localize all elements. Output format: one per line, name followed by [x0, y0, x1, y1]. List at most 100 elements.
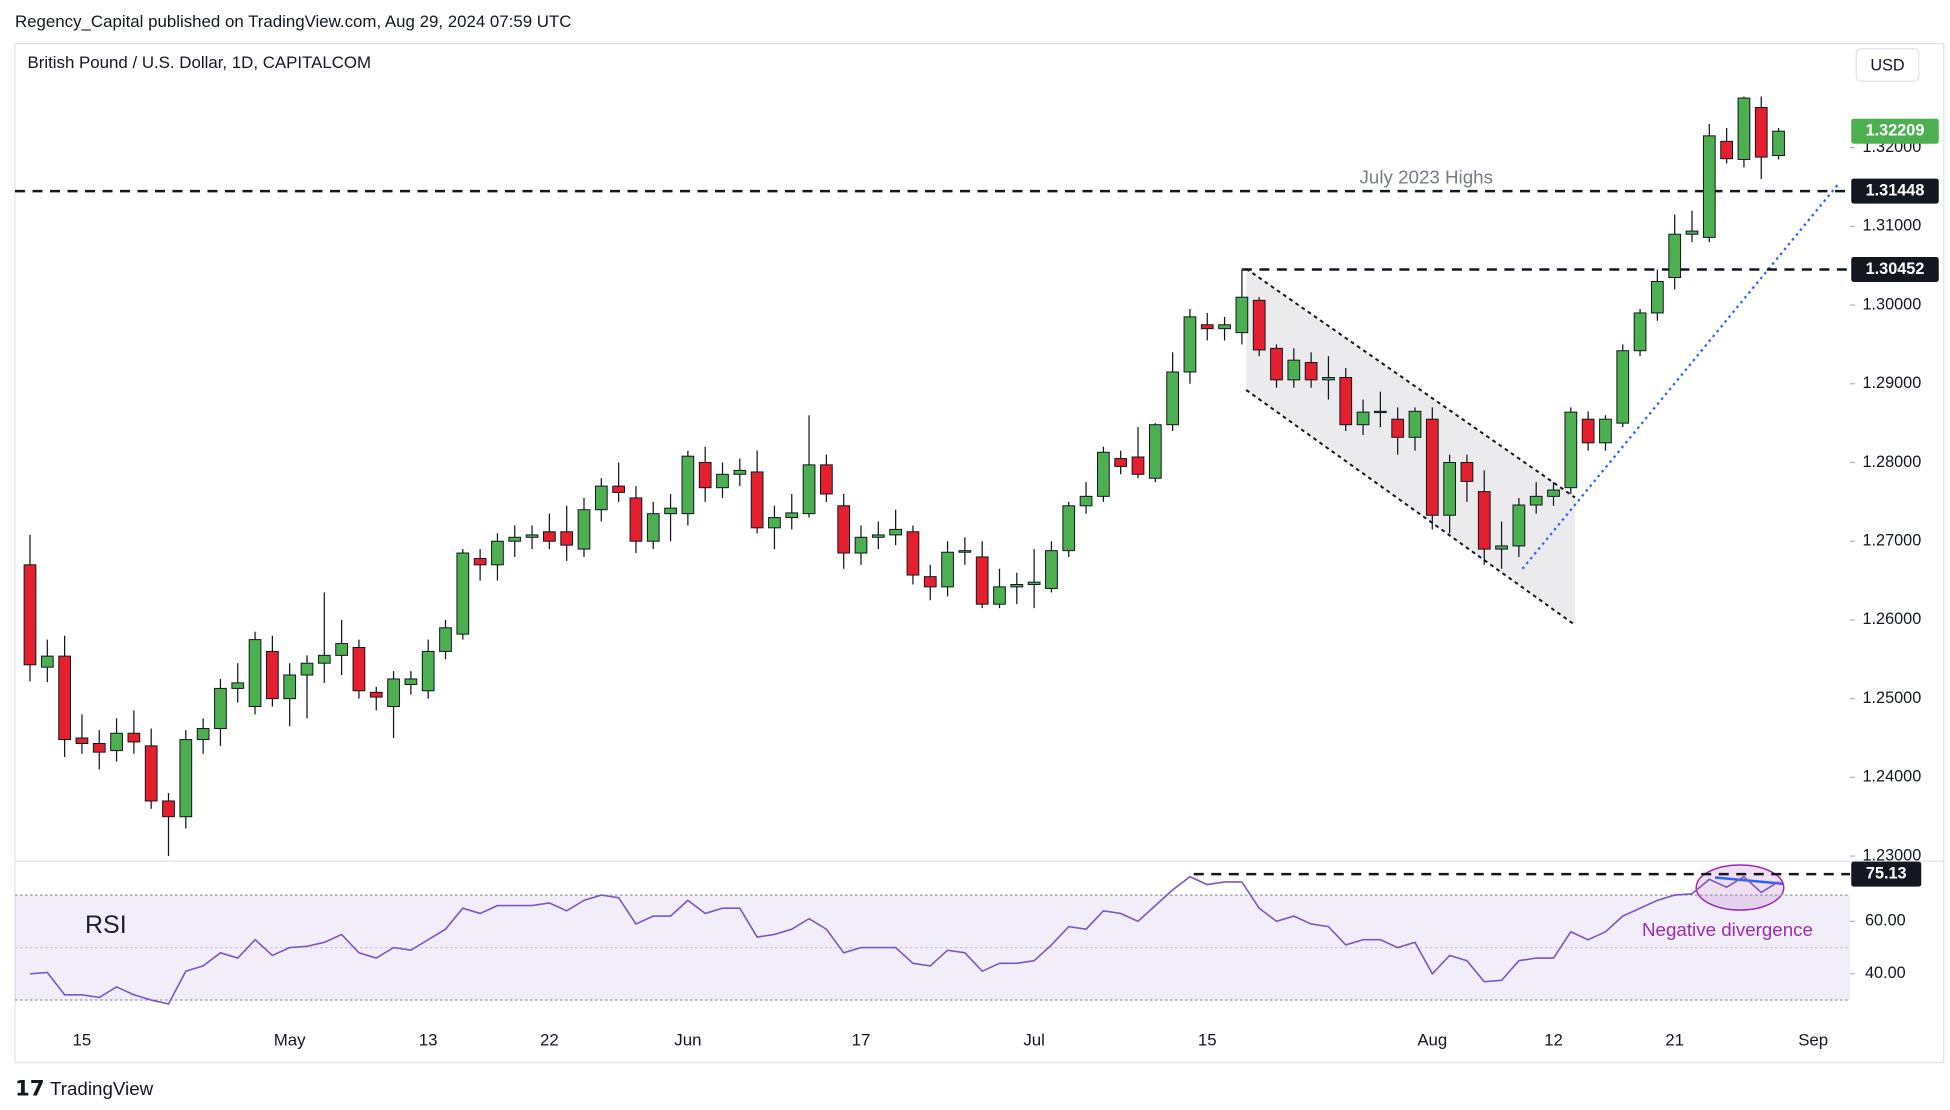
- candle-body: [317, 654, 331, 664]
- candle-body: [923, 576, 937, 588]
- candle-body: [1720, 140, 1733, 160]
- candle-body: [231, 682, 245, 689]
- candle-body: [750, 471, 764, 529]
- candle-body: [421, 650, 435, 692]
- candle-body: [889, 528, 902, 536]
- x-tick-label: Jun: [674, 1031, 701, 1050]
- candle-body: [1356, 411, 1370, 426]
- chart-frame: [14, 43, 1945, 1064]
- candle-body: [196, 728, 210, 741]
- candle-body: [508, 536, 522, 542]
- candle-body: [1529, 495, 1543, 506]
- candle-body: [820, 464, 833, 495]
- candle-body: [92, 743, 106, 753]
- candle-body: [1650, 280, 1664, 314]
- candle-body: [1547, 489, 1560, 497]
- candle-body: [629, 497, 643, 542]
- candle-body: [162, 800, 175, 818]
- candle-body: [40, 655, 54, 668]
- x-tick-label: 15: [1198, 1031, 1217, 1050]
- candle-body: [525, 534, 539, 538]
- candle-body: [802, 464, 816, 515]
- candle-body: [1079, 495, 1093, 507]
- candle-body: [594, 485, 608, 511]
- rsi-value-box: [1851, 861, 1922, 887]
- rsi-label: RSI: [85, 911, 127, 939]
- divergence-annotation: Negative divergence: [1642, 919, 1813, 940]
- candle-body: [871, 534, 885, 538]
- price-line-label: 1.31448: [1866, 181, 1925, 199]
- currency[interactable]: USD: [1870, 57, 1904, 75]
- candle-body: [23, 564, 37, 666]
- candle-body: [1702, 135, 1716, 238]
- publisher-line: Regency_Capital published on TradingView…: [15, 12, 571, 31]
- candle-body: [387, 678, 400, 708]
- candle-body: [1737, 97, 1751, 160]
- candle-body: [369, 691, 383, 698]
- candle-body: [1599, 418, 1612, 444]
- candle-body: [681, 455, 695, 515]
- candle-body: [612, 485, 626, 493]
- currency-box[interactable]: [1855, 48, 1920, 82]
- candle-body: [214, 687, 227, 730]
- candle-body: [1443, 462, 1456, 516]
- candle-body: [664, 507, 677, 515]
- candle-body: [1235, 296, 1249, 334]
- candle-body: [768, 517, 781, 529]
- candle-body: [58, 655, 71, 741]
- level-annotation: July 2023 Highs: [1360, 167, 1493, 188]
- footer-logo[interactable]: 𝟭𝟳 TradingView: [15, 1077, 154, 1101]
- candle-body: [75, 737, 89, 745]
- candle-body: [733, 469, 747, 475]
- x-tick-label: May: [274, 1031, 306, 1050]
- candle-body: [1564, 411, 1578, 489]
- candle-body: [283, 674, 297, 700]
- candle-body: [1581, 418, 1595, 444]
- candle-body: [1408, 410, 1422, 438]
- x-tick-label: 17: [852, 1031, 871, 1050]
- candle-body: [1027, 581, 1041, 586]
- rsi-tick-label: 40.00: [1865, 964, 1906, 982]
- candle-body: [1045, 550, 1058, 589]
- x-tick-label: Sep: [1798, 1031, 1828, 1050]
- candle-body: [716, 473, 729, 489]
- trend-line: [1521, 184, 1839, 570]
- candle-body: [1685, 230, 1699, 235]
- candle-body: [560, 531, 574, 546]
- y-tick-label: 1.29000: [1863, 374, 1922, 392]
- candle-body: [248, 639, 262, 708]
- candle-body: [1512, 504, 1526, 547]
- y-tick-label: 1.31000: [1863, 217, 1922, 235]
- divergence-ellipse: [1695, 864, 1785, 911]
- candle-body: [1062, 505, 1076, 552]
- candle-body: [1114, 458, 1128, 467]
- last-price-label: 1.32209: [1866, 121, 1925, 139]
- candle-body: [1391, 418, 1405, 438]
- candle-body: [854, 536, 868, 554]
- candle-body: [1373, 410, 1387, 414]
- y-tick-label: 1.25000: [1863, 689, 1922, 707]
- candle-body: [1270, 347, 1283, 381]
- candle-body: [300, 662, 314, 676]
- chart-title: British Pound / U.S. Dollar, 1D, CAPITAL…: [28, 53, 372, 72]
- candle-body: [698, 462, 712, 489]
- y-tick-label: 1.28000: [1863, 453, 1922, 471]
- y-tick-label: 1.26000: [1863, 610, 1922, 628]
- candle-body: [335, 643, 349, 656]
- candle-body: [1322, 376, 1335, 381]
- candle-body: [352, 646, 366, 692]
- candle-body: [577, 509, 591, 550]
- candle-body: [144, 745, 158, 802]
- x-tick-label: 22: [540, 1031, 559, 1050]
- candle-body: [958, 550, 972, 553]
- candle-body: [941, 551, 954, 588]
- candle-body: [1148, 424, 1162, 479]
- candle-body: [837, 505, 851, 554]
- y-tick-label: 1.30000: [1863, 295, 1922, 313]
- y-tick-label: 1.27000: [1863, 532, 1922, 550]
- logo-mark: 𝟭𝟳: [15, 1077, 45, 1101]
- candle-body: [1097, 451, 1110, 497]
